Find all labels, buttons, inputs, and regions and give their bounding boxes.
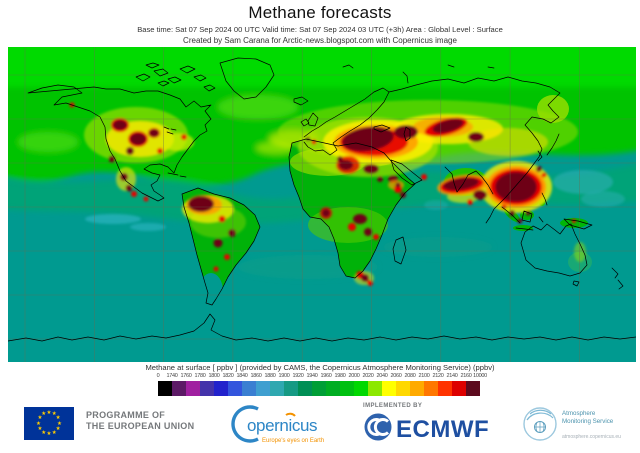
colorbar-tick: 1880 (264, 373, 276, 379)
colorbar-segment (172, 381, 186, 396)
colorbar-tick: 1820 (222, 373, 234, 379)
credit-line: Created by Sam Carana for Arctic-news.bl… (183, 36, 457, 45)
copernicus-c-arc (231, 405, 259, 443)
colorbar-tick: 2060 (390, 373, 402, 379)
coastlines-layer (8, 57, 636, 342)
colorbar-segment (228, 381, 242, 396)
colorbar-segment (396, 381, 410, 396)
ecmwf-logo: ECMWF (363, 411, 508, 448)
colorbar-ticks: 0 1740 1760 1780 1800 1820 1840 1860 1880 1900 192… (156, 373, 488, 381)
colorbar-tick: 1980 (334, 373, 346, 379)
eu-programme-label: PROGRAMME OF THE EUROPEAN UNION (86, 410, 194, 432)
eu-flag-logo: ★ ★ ★ ★ ★ ★ ★ ★ ★ ★ ★ ★ (24, 407, 74, 440)
forecast-subtitle: Base time: Sat 07 Sep 2024 00 UTC Valid … (137, 25, 503, 34)
ams-url: atmosphere.copernicus.eu (562, 434, 621, 440)
eu-flag-star: ★ (51, 411, 57, 418)
eu-flag-star: ★ (46, 410, 52, 416)
ecmwf-wordmark: ECMWF (396, 416, 489, 443)
copernicus-logo: opernicus Europe's eyes on Earth (220, 400, 340, 453)
ams-circle (523, 407, 557, 441)
colorbar-tick: 2080 (404, 373, 416, 379)
ecmwf-emblem-arcs (367, 418, 390, 436)
colorbar-segment (452, 381, 466, 396)
eu-flag-star: ★ (55, 425, 61, 432)
ams-line1: Atmosphere (562, 410, 596, 417)
colorbar-tick: 10000 (473, 373, 487, 379)
colorbar-segment (158, 381, 172, 396)
colorbar-tick: 1900 (278, 373, 290, 379)
copernicus-orange-swoosh (285, 412, 296, 417)
methane-world-map (8, 47, 636, 362)
colorbar-segment (284, 381, 298, 396)
map-svg (8, 47, 636, 362)
colorbar-segment (214, 381, 228, 396)
colorbar (158, 381, 480, 396)
colorbar-segment (298, 381, 312, 396)
eu-flag-star: ★ (55, 415, 61, 422)
copernicus-wordmark: opernicus (247, 416, 317, 435)
ams-line2: Monitoring Service (562, 418, 614, 425)
colorbar-tick: 2040 (376, 373, 388, 379)
page-title: Methane forecasts (248, 3, 392, 22)
eu-flag-star: ★ (57, 420, 62, 427)
eu-flag-star: ★ (37, 415, 43, 422)
colorbar-tick: 2160 (460, 373, 472, 379)
colorbar-tick: 1840 (236, 373, 248, 379)
ams-arcs (526, 409, 554, 421)
colorbar-segment (424, 381, 438, 396)
colorbar-tick: 1960 (320, 373, 332, 379)
colorbar-segment (410, 381, 424, 396)
colorbar-segment (326, 381, 340, 396)
colorbar-segment (312, 381, 326, 396)
colorbar-segment (438, 381, 452, 396)
colorbar-segment (368, 381, 382, 396)
low-methane-patches (85, 170, 625, 231)
eu-flag-star: ★ (41, 429, 47, 436)
colorbar-segment (270, 381, 284, 396)
colorbar-caption: Methane at surface [ ppbv ] (provided by… (145, 363, 495, 372)
colorbar-segment (466, 381, 480, 396)
colorbar-tick: 1760 (180, 373, 192, 379)
colorbar-tick: 1860 (250, 373, 262, 379)
colorbar-tick: 2100 (418, 373, 430, 379)
colorbar-tick: 1780 (194, 373, 206, 379)
colorbar-tick: 1940 (306, 373, 318, 379)
colorbar-segment (242, 381, 256, 396)
eu-programme-line1: PROGRAMME OF (86, 410, 166, 420)
colorbar-segment (340, 381, 354, 396)
eu-flag-star: ★ (36, 420, 41, 427)
colorbar-segment (354, 381, 368, 396)
colorbar-segment (186, 381, 200, 396)
colorbar-tick: 2020 (362, 373, 374, 379)
implemented-by-label: IMPLEMENTED BY (363, 403, 423, 409)
colorbar-segment (382, 381, 396, 396)
colorbar-tick: 2140 (446, 373, 458, 379)
methane-hotspots (69, 100, 586, 286)
colorbar-segment (200, 381, 214, 396)
colorbar-tick: 1740 (166, 373, 178, 379)
colorbar-tick: 2120 (432, 373, 444, 379)
eu-flag-star: ★ (46, 431, 52, 437)
colorbar-tick: 1920 (292, 373, 304, 379)
graticule (8, 47, 636, 362)
eu-flag-star: ★ (37, 425, 43, 432)
eu-flag-star: ★ (51, 429, 57, 436)
eu-programme-line2: THE EUROPEAN UNION (86, 421, 195, 431)
atmosphere-monitoring-service-logo: Atmosphere Monitoring Service atmosphere… (518, 400, 640, 453)
colorbar-tick: 1800 (208, 373, 220, 379)
colorbar-tick: 0 (156, 373, 160, 379)
colorbar-tick: 2000 (348, 373, 360, 379)
colorbar-segment (256, 381, 270, 396)
copernicus-tagline: Europe's eyes on Earth (262, 438, 324, 444)
eu-flag-star: ★ (41, 411, 47, 418)
